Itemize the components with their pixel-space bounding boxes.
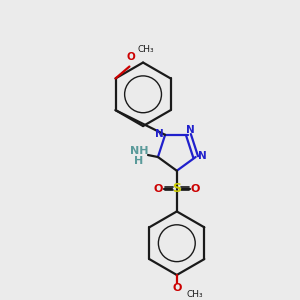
Text: N: N: [198, 151, 207, 161]
Text: O: O: [126, 52, 135, 61]
Text: O: O: [153, 184, 163, 194]
Text: H: H: [134, 156, 144, 166]
Text: N: N: [155, 129, 164, 139]
Text: CH₃: CH₃: [137, 45, 154, 54]
Text: NH: NH: [130, 146, 148, 156]
Text: O: O: [191, 184, 200, 194]
Text: N: N: [186, 125, 195, 135]
Text: CH₃: CH₃: [187, 290, 203, 299]
Text: S: S: [172, 182, 181, 195]
Text: O: O: [172, 283, 182, 293]
